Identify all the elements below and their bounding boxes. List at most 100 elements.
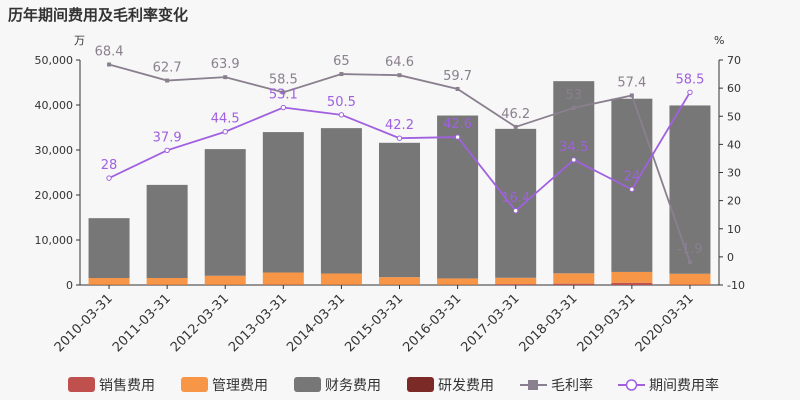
gross-margin-label: 53 <box>565 88 582 103</box>
bar-segment <box>553 273 595 284</box>
bar-segment <box>611 282 653 285</box>
bar-segment <box>262 132 304 273</box>
expense-rate-point <box>396 135 403 141</box>
right-tick-label: 70 <box>727 54 741 67</box>
x-tick-label: 2014-03-31 <box>284 291 348 355</box>
gross-margin-label: 64.6 <box>385 55 414 70</box>
gross-margin-point <box>455 86 460 91</box>
gross-margin-point <box>687 260 692 265</box>
bar-segment <box>146 184 188 279</box>
gross-margin-label: 65 <box>333 54 350 69</box>
lines <box>106 62 693 265</box>
expense-rate-label: 58.5 <box>675 72 704 87</box>
x-tick-label: 2017-03-31 <box>458 291 522 355</box>
left-tick-label: 0 <box>66 279 73 292</box>
bar-segment <box>88 278 130 285</box>
expense-rate-point <box>106 175 112 181</box>
x-tick-label: 2015-03-31 <box>342 291 406 355</box>
left-tick-label: 50,000 <box>35 54 74 67</box>
expense-rate-point <box>164 147 170 153</box>
bar-segment <box>204 149 246 276</box>
gross-margin-point <box>339 72 344 77</box>
bar-segment <box>88 218 130 279</box>
bar-segment <box>611 271 653 283</box>
gross-margin-label: 46.2 <box>501 107 530 122</box>
expense-rate-point <box>454 134 461 140</box>
bar-segment <box>437 115 479 279</box>
bar-segment <box>379 277 420 285</box>
right-tick-label: 30 <box>727 167 741 180</box>
gross-margin-point <box>107 62 112 67</box>
gross-margin-point <box>571 105 576 110</box>
bar-segment <box>495 128 537 278</box>
right-tick-label: 20 <box>727 195 741 208</box>
expense-rate-label: 24 <box>624 169 641 184</box>
expense-rate-label: 34.5 <box>559 140 588 155</box>
bar-segment <box>553 81 595 274</box>
left-tick-label: 40,000 <box>35 99 74 112</box>
gross-margin-label: 59.7 <box>443 69 472 84</box>
legend-marker <box>625 379 638 391</box>
gross-margin-point <box>397 73 402 78</box>
bar-segment <box>611 98 653 272</box>
gross-margin-label: 62.7 <box>153 61 182 76</box>
expense-rate-label: 42.2 <box>385 118 414 133</box>
left-tick-label: 10,000 <box>35 234 74 247</box>
right-tick-label: -10 <box>727 279 745 292</box>
bar-segment <box>669 105 711 274</box>
bar-segment <box>437 278 479 285</box>
legend-label: 销售费用 <box>99 378 155 394</box>
expense-rate-label: 44.5 <box>211 112 240 127</box>
expense-rate-label: 16.4 <box>501 191 530 206</box>
legend-swatch <box>68 377 95 392</box>
expense-rate-label: 53.1 <box>269 88 298 103</box>
expense-rate-point <box>222 129 228 135</box>
left-axis-unit: 万 <box>74 34 85 47</box>
gross-margin-point <box>165 78 170 83</box>
expense-rate-point <box>338 112 345 118</box>
bar-segment <box>204 275 246 285</box>
legend-marker <box>528 380 538 390</box>
x-tick-label: 2019-03-31 <box>575 291 639 355</box>
x-tick-label: 2011-03-31 <box>110 291 174 355</box>
gross-margin-label: 57.4 <box>617 75 646 90</box>
legend-label: 管理费用 <box>212 378 268 394</box>
right-tick-label: 50 <box>727 110 741 123</box>
expense-rate-label: 50.5 <box>327 95 356 110</box>
x-tick-label: 2012-03-31 <box>168 291 232 355</box>
legend-swatch <box>181 377 208 392</box>
gross-margin-point <box>629 93 634 98</box>
bar-segment <box>495 284 537 285</box>
gross-margin-label: 58.5 <box>269 72 298 87</box>
bar-segment <box>495 277 537 285</box>
bar-segment <box>379 142 420 278</box>
legend-label: 研发费用 <box>438 378 494 394</box>
gross-margin-point <box>281 90 286 95</box>
expense-rate-label: 42.6 <box>443 117 472 132</box>
expense-rate-point <box>280 104 287 111</box>
right-axis-unit: % <box>714 34 724 47</box>
right-tick-label: 10 <box>727 223 741 236</box>
expense-rate-label: 28 <box>101 158 118 173</box>
data-labels: 68.4 62.7 63.9 58.5 65 64.6 59.7 46.2 53 57.4 -1.9… <box>95 45 705 258</box>
right-tick-label: 0 <box>727 251 734 264</box>
legend: 销售费用 管理费用 财务费用 研发费用 毛利率 期间费用率 <box>68 377 719 394</box>
left-tick-label: 30,000 <box>35 144 74 157</box>
gross-margin-label: 63.9 <box>211 57 240 72</box>
bar-segment <box>146 278 188 285</box>
right-tick-label: 60 <box>727 82 741 95</box>
bar-segment <box>262 272 304 285</box>
chart-title: 历年期间费用及毛利率变化 <box>8 6 188 24</box>
bar-segment <box>553 283 595 285</box>
expense-rate-point <box>571 157 577 163</box>
x-tick-label: 2020-03-31 <box>633 291 697 355</box>
x-tick-label: 2016-03-31 <box>400 291 464 355</box>
legend-label: 财务费用 <box>325 378 381 394</box>
expense-rate-label: 37.9 <box>153 130 182 145</box>
bars <box>88 81 711 285</box>
bar-segment <box>320 128 362 274</box>
left-tick-label: 20,000 <box>35 189 74 202</box>
gross-margin-label: -1.9 <box>677 242 702 257</box>
legend-swatch <box>407 377 434 392</box>
